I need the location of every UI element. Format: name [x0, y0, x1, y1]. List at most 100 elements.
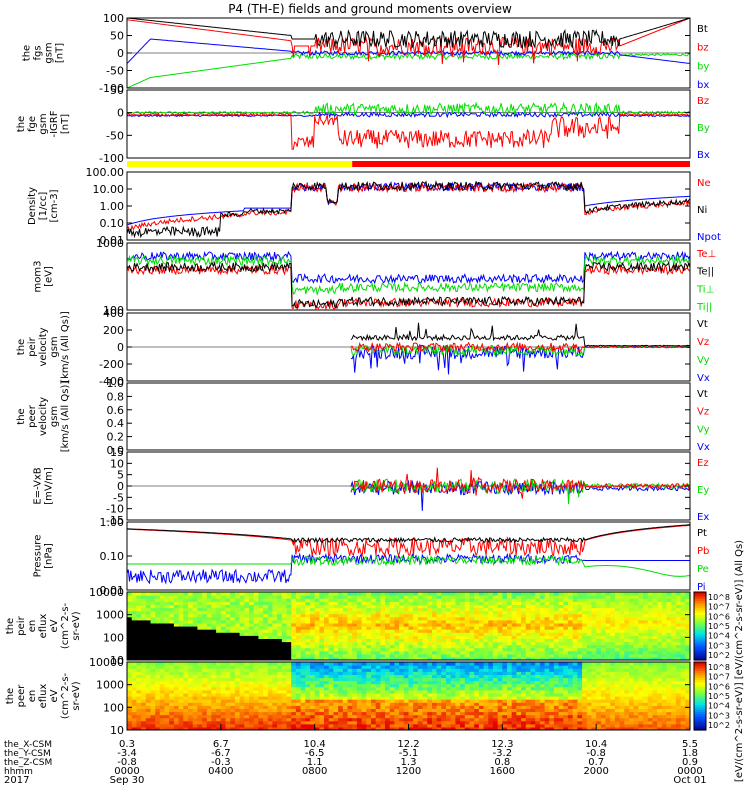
- legend-temp-0: Te⊥: [696, 249, 716, 260]
- panel-fgs-plot: [127, 18, 690, 88]
- colorbar-cell: [694, 635, 706, 638]
- series-pressure-black: [127, 524, 690, 544]
- ytick-label-peir_spec: 100: [103, 631, 124, 644]
- ytick-label-efield: 5: [117, 469, 124, 482]
- colorbar-cell: [694, 696, 706, 699]
- xaxis-value: -3.4: [117, 748, 137, 759]
- panel-fge: 50 0 -50 -100 thefgegsm-IGRF[nT] Bz By Bx: [16, 84, 710, 165]
- xaxis-value: -0.3: [211, 757, 231, 768]
- ylabel-peir_vel: thepeirvelocitygsm[km/s (All Qs)]: [16, 311, 71, 383]
- series-fge-green: [127, 101, 690, 116]
- colorbar-label: [eV/(cm^2-s-sr-eV)] [eV/(cm^2-s-sr-eV)] …: [734, 540, 745, 782]
- panel-peer_vel: 1.00.80.60.40.20.0 thepeervelocitygsm[km/…: [16, 377, 710, 457]
- colorbar-cell: [694, 626, 706, 629]
- ytick-label-fgs: -50: [106, 65, 124, 78]
- series-pressure-blue: [127, 552, 690, 585]
- panel-temp-frame: [126, 242, 691, 311]
- panel-pressure-frame: [126, 521, 691, 591]
- mode-bar-slow: [127, 161, 353, 167]
- colorbar-cell: [694, 723, 706, 727]
- colorbar-tick-label: 10^4: [708, 632, 730, 641]
- ylabel-efield: E=-VxB[mV/m]: [33, 467, 55, 505]
- colorbar-cell: [694, 644, 706, 647]
- colorbar-cell: [694, 648, 706, 652]
- ylabel-fge: thefgegsm-IGRF[nT]: [16, 110, 71, 137]
- colorbar-frame: [693, 591, 707, 661]
- xaxis-value: -0.8: [117, 757, 137, 768]
- ytick-label-density: 10.00: [93, 183, 125, 196]
- legend-fge-1: By: [697, 123, 710, 134]
- series-temp-blue: [127, 250, 690, 285]
- colorbar-cell: [694, 682, 706, 686]
- colorbar-tick-label: 10^5: [708, 692, 730, 701]
- legend-pressure-1: Pb: [697, 546, 709, 557]
- legend-temp-3: Ti||: [696, 302, 712, 313]
- series-efield-green: [350, 477, 690, 505]
- colorbar-tick-label: 10^5: [708, 622, 730, 631]
- ylabel-fgs: thefgsgsm[nT]: [22, 42, 66, 63]
- colorbar-cell: [694, 680, 706, 683]
- colorbar-tick-label: 10^4: [708, 702, 730, 711]
- ytick-label-fge: 0: [117, 107, 124, 120]
- series-pressure-green: [127, 554, 690, 577]
- ytick-label-fgs: 0: [117, 47, 124, 60]
- ytick-label-efield: 10: [110, 457, 124, 470]
- xaxis-value: 1.8: [682, 748, 698, 759]
- xaxis-value: -6.5: [305, 748, 325, 759]
- ylabel-temp: mom3[eV]: [33, 261, 55, 293]
- series-fgs-red: [127, 18, 690, 66]
- xaxis-value: 0400: [208, 766, 233, 777]
- legend-density-1: Ni: [697, 205, 707, 216]
- colorbar-cell: [694, 675, 706, 679]
- ytick-label-peer_vel: 0.0: [107, 444, 125, 457]
- legend-peer_vel-2: Vy: [697, 424, 710, 435]
- legend-efield-0: Ez: [697, 458, 709, 469]
- panel-fgs: 100 50 0 -50 -100 thefgsgsm[nT] Bt bz by bx: [22, 12, 710, 95]
- xaxis-value: 12.3: [491, 739, 513, 750]
- series-temp-green: [127, 254, 690, 297]
- colorbar-cell: [694, 727, 706, 731]
- ytick-label-pressure: 0.01: [100, 584, 125, 597]
- ytick-label-peir_spec: 10000: [89, 586, 124, 599]
- colorbar-cell: [694, 691, 706, 695]
- colorbar-cell: [694, 621, 706, 625]
- panel-efield-plot: [127, 467, 690, 511]
- colorbar-cell: [694, 693, 706, 697]
- panel-density: 100.00 10.00 1.00 0.10 0.01 Density[1/cc][cm-…: [27, 166, 721, 247]
- ytick-label-peir_vel: -400: [99, 375, 124, 388]
- series-efield-red: [350, 467, 690, 499]
- ytick-label-peer_vel: 0.6: [107, 404, 125, 417]
- series-fgs-green: [127, 52, 690, 88]
- ytick-label-fgs: 100: [103, 12, 124, 25]
- colorbar-cell: [694, 628, 706, 632]
- legend-temp-1: Te||: [696, 267, 714, 278]
- xaxis-value: 5.5: [682, 739, 698, 750]
- colorbar-cell: [694, 639, 706, 643]
- legend-fge-2: Bx: [697, 150, 710, 161]
- ytick-label-peer_spec: 1000: [96, 679, 124, 692]
- panel-peir_spec: 10000 1000 100 10 thepeirenefluxeV(cm^2-s-sr…: [5, 586, 691, 667]
- legend-efield-2: Ex: [697, 512, 709, 523]
- xaxis-value: 1.3: [401, 757, 417, 768]
- ytick-label-peir_vel: 400: [103, 307, 124, 320]
- xaxis-value: 1200: [396, 766, 421, 777]
- legend-efield-1: Ey: [697, 485, 709, 496]
- panel-pressure: 1.00 0.10 0.01 Pressure[nPa] Pt Pb Pe Pi: [33, 516, 710, 597]
- xaxis-value: 10.4: [304, 739, 326, 750]
- colorbar-tick-label: 10^2: [708, 721, 730, 730]
- ytick-label-density: 1.00: [100, 200, 125, 213]
- colorbar-cell: [694, 657, 706, 661]
- ytick-label-efield: -10: [106, 503, 124, 516]
- colorbar-cell: [694, 725, 706, 729]
- legend-peer_vel-3: Vx: [697, 442, 710, 453]
- legend-density-2: Npot: [697, 232, 721, 243]
- series-peir_vel-blue: [350, 344, 690, 375]
- ytick-label-peer_vel: 0.4: [107, 417, 125, 430]
- xaxis-value: 2000: [583, 766, 608, 777]
- panel-pressure-plot: [127, 524, 690, 585]
- xaxis-value: 0000: [677, 766, 702, 777]
- panel-peir_vel-plot: [127, 322, 690, 375]
- colorbar-cell: [694, 686, 706, 690]
